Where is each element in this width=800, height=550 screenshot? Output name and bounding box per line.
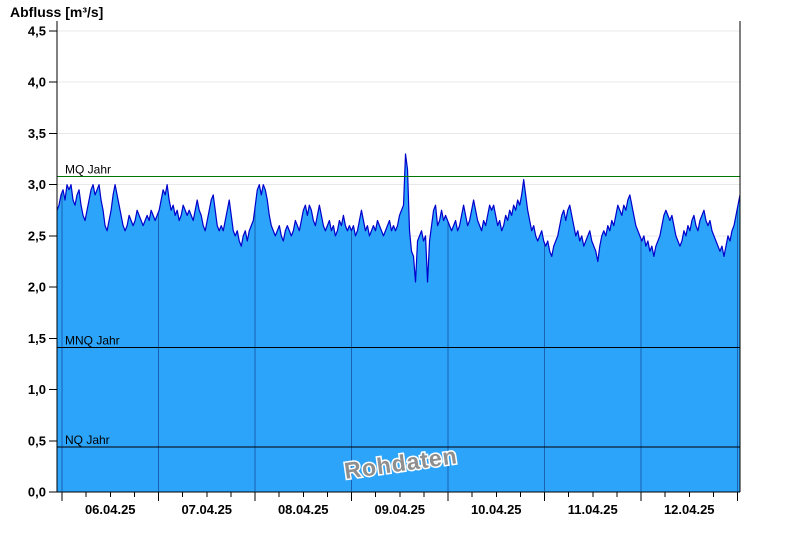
x-tick-label: 12.04.25 <box>664 502 715 517</box>
y-tick-label: 3,5 <box>28 126 46 141</box>
chart-title: Abfluss [m³/s] <box>10 4 104 20</box>
y-tick-label: 1,5 <box>28 331 46 346</box>
reference-line-label-mq-jahr: MQ Jahr <box>65 162 111 176</box>
discharge-line <box>56 153 741 283</box>
axes <box>49 21 741 501</box>
x-tick-label: 07.04.25 <box>181 502 232 517</box>
x-tick-label: 11.04.25 <box>568 502 618 517</box>
y-tick-label: 4,5 <box>28 24 46 39</box>
y-tick-label: 0,0 <box>28 485 46 500</box>
discharge-area <box>57 153 740 492</box>
y-tick-label: 2,0 <box>28 280 46 295</box>
y-tick-label: 0,5 <box>28 433 46 448</box>
x-tick-label: 10.04.25 <box>471 502 522 517</box>
y-tick-label: 3,0 <box>28 177 46 192</box>
day-dividers <box>61 193 738 491</box>
reference-line-label-nq-jahr: NQ Jahr <box>65 433 110 447</box>
y-tick-label: 4,0 <box>28 75 46 90</box>
reference-line-label-mnq-jahr: MNQ Jahr <box>65 334 120 348</box>
x-tick-label: 06.04.25 <box>85 502 136 517</box>
y-tick-label: 2,5 <box>28 228 46 243</box>
x-tick-label: 08.04.25 <box>278 502 329 517</box>
x-tick-label: 09.04.25 <box>374 502 425 517</box>
y-tick-label: 1,0 <box>28 382 46 397</box>
